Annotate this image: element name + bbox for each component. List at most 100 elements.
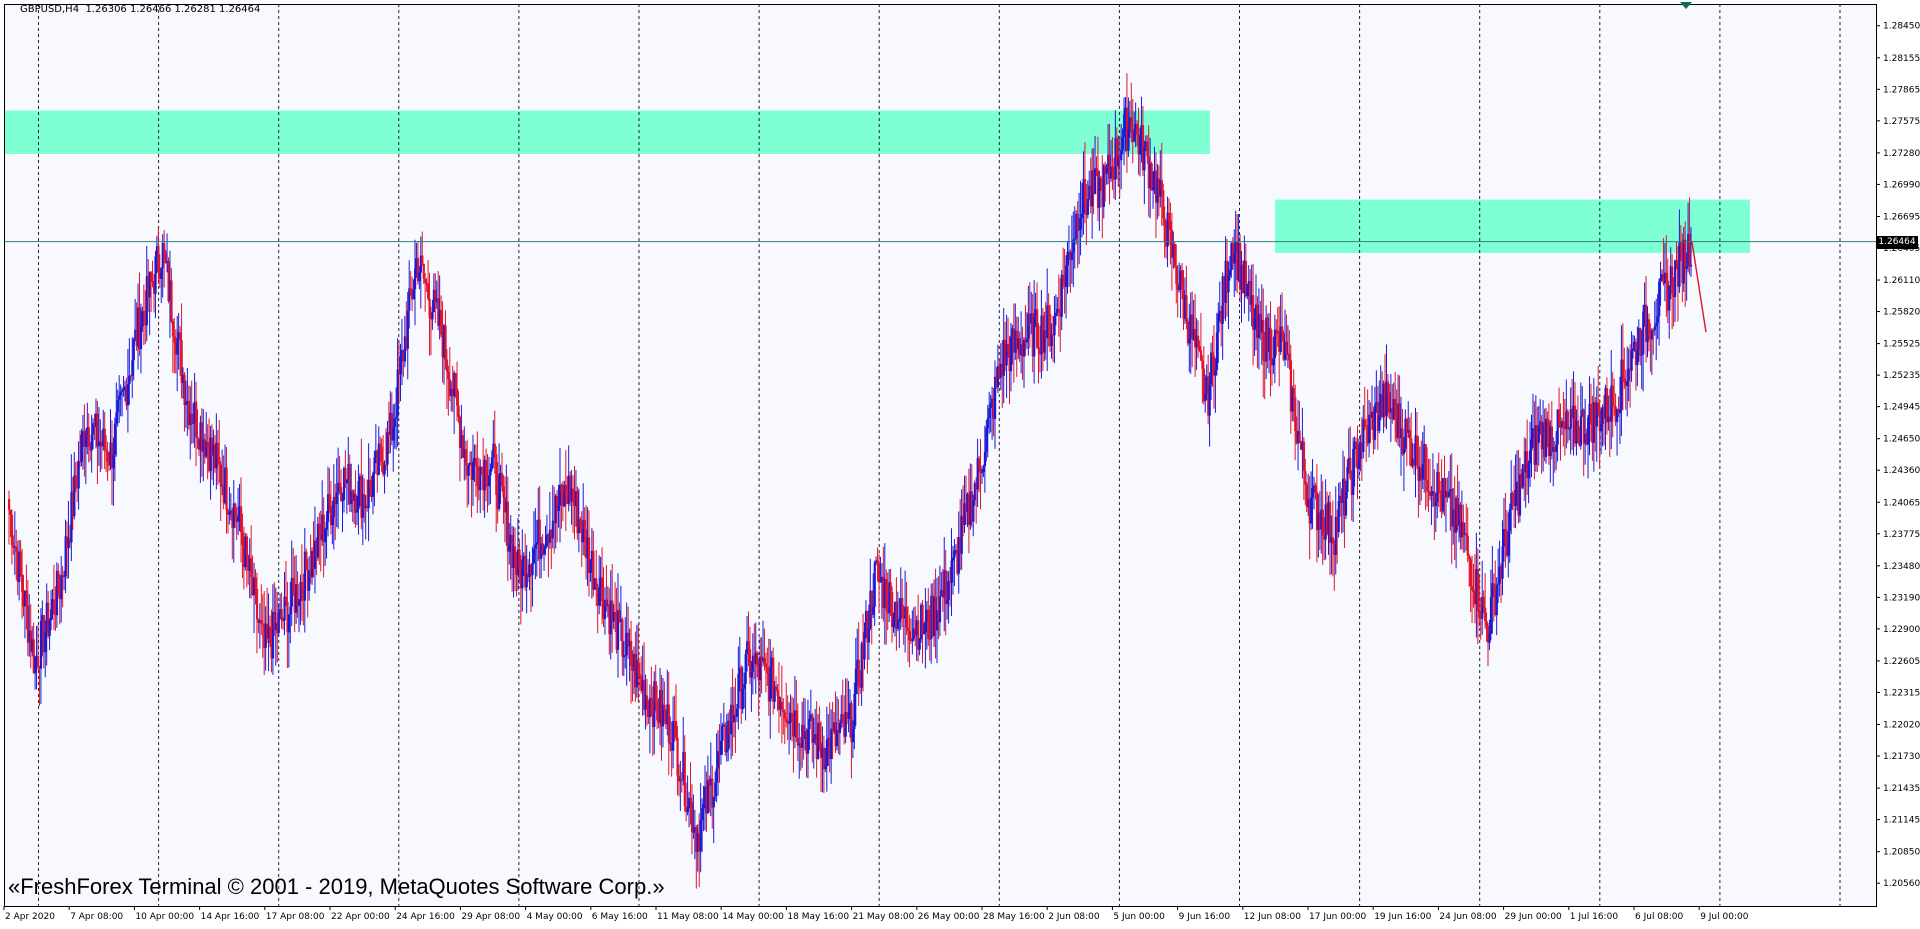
candle	[45, 583, 48, 666]
candle-body	[1482, 596, 1485, 608]
candle-body	[466, 465, 469, 476]
candle	[241, 513, 244, 579]
x-tick-label: 10 Apr 00:00	[135, 912, 194, 922]
candle-body	[470, 462, 473, 480]
candle	[621, 617, 624, 676]
candle	[154, 250, 157, 319]
candle	[1634, 338, 1638, 391]
candle	[1517, 449, 1520, 524]
candle-body	[171, 321, 175, 337]
candle-body	[1418, 467, 1422, 481]
candle	[1143, 140, 1146, 205]
candle-body	[1536, 425, 1539, 443]
candle	[1104, 161, 1107, 202]
candle-body	[174, 342, 177, 355]
candle	[1286, 325, 1290, 368]
candle	[521, 529, 524, 612]
candle-body	[9, 509, 12, 516]
candle	[1665, 235, 1668, 317]
candle-body	[70, 491, 73, 543]
candle-body	[560, 484, 563, 494]
candle	[553, 486, 556, 554]
candle-body	[748, 649, 752, 678]
candle-body	[425, 283, 428, 285]
candle	[1250, 264, 1253, 327]
candle	[577, 488, 581, 553]
candle	[791, 696, 794, 742]
candle-body	[911, 638, 914, 641]
candle-body	[83, 430, 86, 447]
candle-body	[1244, 260, 1248, 297]
candle-body	[596, 587, 599, 606]
candle	[1418, 446, 1422, 506]
candle-body	[1382, 383, 1385, 417]
candle-body	[480, 466, 483, 468]
candle-body	[1682, 239, 1685, 284]
candle-body	[1357, 459, 1361, 470]
candle	[914, 606, 917, 647]
candle	[1420, 440, 1423, 501]
candle-body	[1281, 326, 1284, 334]
candle-body	[815, 733, 818, 760]
candle	[1114, 110, 1117, 200]
candle-body	[226, 510, 230, 515]
time-axis[interactable]: 2 Apr 2020 7 Apr 08:00 10 Apr 00:00 14 Apr …	[3, 906, 1749, 922]
candle	[614, 582, 617, 632]
candle	[1263, 331, 1266, 400]
candle-body	[277, 613, 280, 634]
candle-body	[489, 469, 492, 476]
candle	[1268, 313, 1271, 374]
candle-body	[777, 695, 781, 710]
candle-body	[863, 632, 866, 660]
candle-body	[696, 833, 699, 852]
candle	[1333, 539, 1336, 591]
candle-body	[284, 596, 288, 603]
candle-body	[1326, 504, 1329, 535]
candle	[429, 306, 433, 356]
candle-body	[1301, 441, 1304, 450]
candle-body	[1192, 328, 1195, 340]
candle	[183, 372, 186, 432]
candle-body	[387, 432, 391, 436]
candle	[1323, 517, 1326, 561]
candle-body	[1117, 156, 1120, 167]
candle-body	[89, 446, 92, 451]
candle-body	[145, 276, 148, 326]
candle-body	[1650, 329, 1654, 340]
candle-body	[1468, 555, 1471, 560]
candle	[953, 539, 956, 587]
candle-body	[737, 673, 740, 709]
candle	[554, 493, 557, 549]
candle-body	[1649, 335, 1652, 340]
candle-body	[1049, 314, 1052, 346]
candle	[547, 533, 550, 578]
candle-body	[1166, 212, 1169, 247]
candle-body	[593, 578, 596, 590]
x-tick-label: 11 May 08:00	[657, 912, 719, 922]
candle	[889, 568, 892, 617]
candle-body	[441, 334, 444, 358]
candle-body	[325, 521, 328, 530]
y-tick-label: 1.24360	[1883, 466, 1920, 476]
candle-body	[651, 713, 654, 727]
candle	[311, 547, 314, 585]
candle	[263, 591, 266, 676]
candle-body	[327, 494, 330, 522]
candle	[873, 560, 876, 626]
candle-body	[715, 768, 718, 783]
candle-body	[1400, 428, 1403, 438]
candle-body	[873, 562, 876, 607]
candle-body	[579, 519, 582, 528]
candle-body	[1214, 369, 1217, 376]
price-axis[interactable]: 1.284501.281551.278651.275751.272801.269…	[1876, 22, 1920, 889]
candle	[1572, 371, 1575, 456]
candle	[1556, 409, 1559, 462]
candle	[325, 511, 328, 559]
candle	[918, 638, 921, 656]
candle-body	[1305, 484, 1308, 507]
candle	[743, 672, 746, 709]
candle	[473, 444, 476, 482]
chart-shift-marker-icon[interactable]	[1680, 2, 1692, 9]
